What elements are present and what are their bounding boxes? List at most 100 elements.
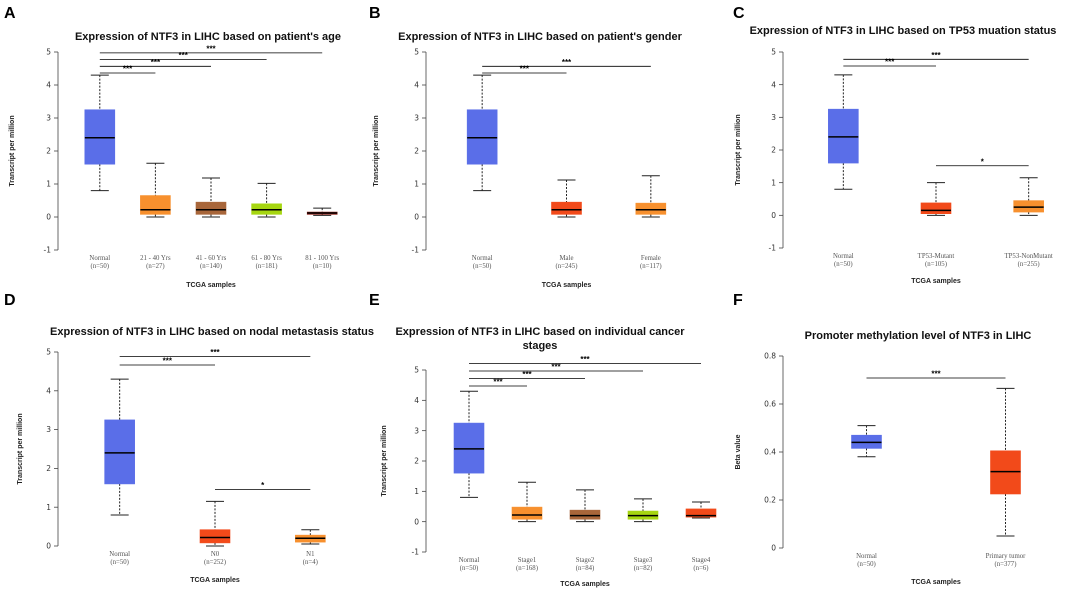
panel-d: D Expression of NTF3 in LIHC based on nod… [4,292,374,584]
significance-label: *** [931,51,941,60]
chart-title: Expression of NTF3 in LIHC based on noda… [50,326,374,338]
box-normal [828,74,859,190]
box-stage2 [569,489,601,523]
significance-label: *** [206,44,216,53]
box-61-80-yrs [251,182,282,218]
box-81-100-yrs [306,207,338,216]
y-tick-label: 4 [46,81,51,90]
y-tick-label: -1 [769,244,777,253]
box-normal [104,378,135,516]
y-tick-label: 0 [771,211,776,220]
category-count: (n=50) [110,559,129,566]
category-label: Female [641,255,661,262]
significance-label: *** [210,348,220,357]
y-axis-label: Transcript per million [17,413,24,484]
panel-letter: B [369,5,381,22]
significance-label: *** [151,58,161,67]
significance-label: *** [163,357,173,366]
box-iqr [453,422,485,474]
category-label: Normal [89,255,110,262]
box-normal [466,74,498,192]
x-axis-label: TCGA samples [560,581,610,588]
y-tick-label: 5 [414,48,419,57]
y-tick-label: 0 [414,517,419,526]
box-n1 [295,529,326,545]
category-count: (n=50) [460,565,479,572]
y-tick-label: 0.8 [764,352,776,361]
category-count: (n=50) [473,263,492,270]
category-count: (n=82) [634,565,653,572]
y-tick-label: 0 [46,542,51,551]
y-tick-label: 0 [46,213,51,222]
category-count: (n=245) [556,263,578,270]
panel-e: E Expression of NTF3 in LIHC based on ind… [369,292,717,588]
y-tick-label: 1 [771,178,776,187]
box-stage4 [685,501,717,519]
x-axis-label: TCGA samples [190,577,240,584]
category-count: (n=255) [1018,261,1040,268]
significance-label: *** [562,58,572,67]
category-count: (n=168) [516,565,538,572]
box-normal [453,390,485,498]
box-iqr [569,509,601,520]
box-iqr [84,109,116,165]
box-primary-tumor [990,387,1021,537]
category-label: Stage4 [692,557,711,564]
category-count: (n=140) [200,263,222,270]
y-tick-label: 5 [46,348,51,357]
y-tick-label: 4 [414,396,419,405]
box-iqr [685,508,717,518]
category-label: 41 - 60 Yrs [196,255,227,262]
y-axis-label: Transcript per million [381,425,388,496]
box-n0 [199,500,231,547]
category-count: (n=252) [204,559,226,566]
category-count: (n=6) [693,565,708,572]
category-label: N0 [211,551,220,558]
y-tick-label: 2 [771,146,776,155]
significance-label: *** [580,355,590,364]
y-tick-label: 3 [46,114,51,123]
category-label: 81 - 100 Yrs [305,255,339,262]
x-axis-label: TCGA samples [542,282,592,289]
chart-title: stages [523,340,558,352]
category-count: (n=181) [256,263,278,270]
chart-title: Promoter methylation level of NTF3 in LI… [805,330,1032,342]
y-tick-label: 3 [771,113,776,122]
box-iqr [635,202,667,215]
chart-title: Expression of NTF3 in LIHC based on pati… [75,31,341,43]
y-tick-label: 1 [414,487,419,496]
y-tick-label: 3 [414,114,419,123]
box-41-60-yrs [195,177,227,218]
box-stage3 [627,498,659,523]
category-label: Normal [833,253,854,260]
box-normal [84,74,116,192]
y-tick-label: 5 [414,366,419,375]
chart-title: Expression of NTF3 in LIHC based on pati… [398,31,682,43]
category-label: Stage3 [634,557,653,564]
y-axis-label: Beta value [735,434,742,469]
box-iqr [551,201,582,215]
box-normal [851,425,882,458]
category-count: (n=50) [834,261,853,268]
box-iqr [199,529,231,544]
y-tick-label: 1 [46,503,51,512]
y-tick-label: 4 [771,80,776,89]
panel-c: C Expression of NTF3 in LIHC based on TP5… [733,5,1056,285]
category-count: (n=27) [146,263,165,270]
x-axis-label: TCGA samples [911,579,961,586]
y-tick-label: -1 [44,246,52,255]
x-axis-label: TCGA samples [186,282,236,289]
y-tick-label: 0 [414,213,419,222]
box-iqr [140,195,171,215]
y-tick-label: 1 [414,180,419,189]
box-stage1 [511,481,543,523]
significance-label: *** [179,51,189,60]
panel-letter: A [4,5,16,22]
box-male [551,179,582,218]
category-count: (n=10) [313,263,332,270]
significance-label: *** [493,378,503,387]
chart-title: Expression of NTF3 in LIHC based on indi… [395,326,685,338]
box-female [635,175,667,218]
y-tick-label: 5 [771,48,776,57]
y-tick-label: -1 [412,246,420,255]
